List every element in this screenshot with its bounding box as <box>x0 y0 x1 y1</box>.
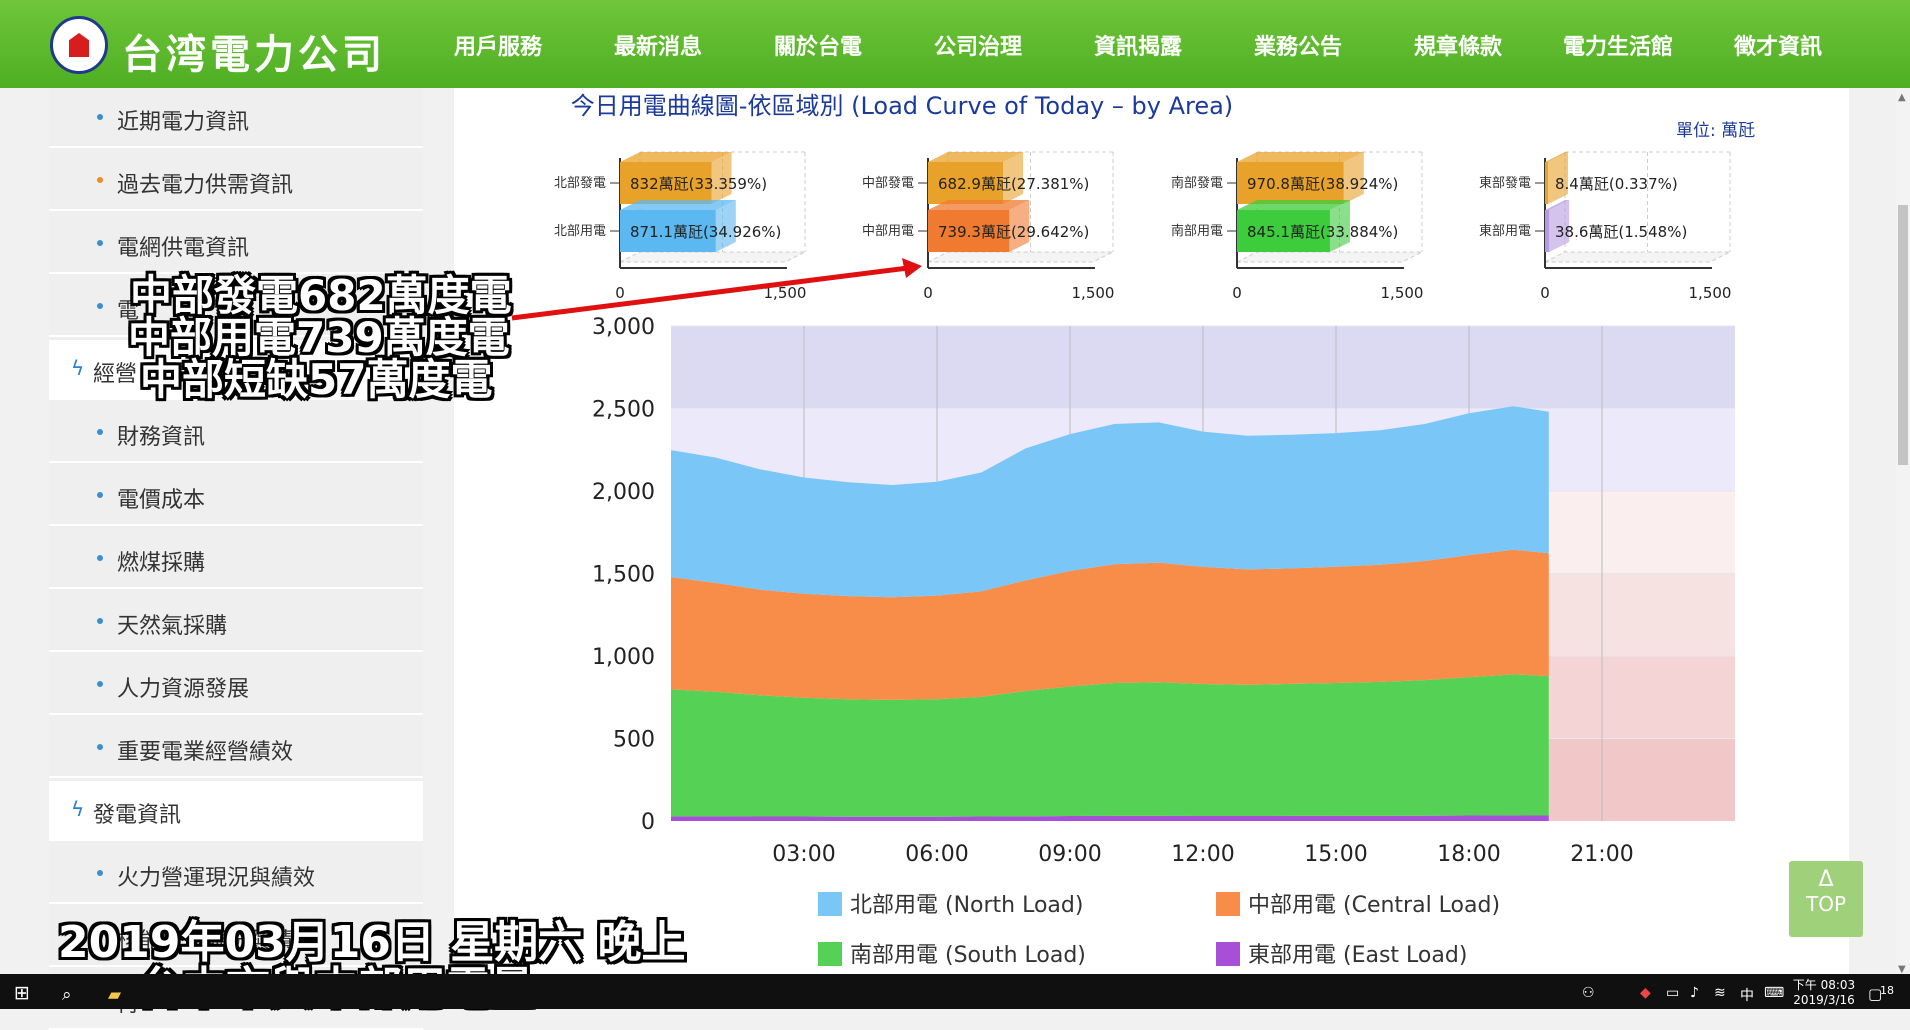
nav-customer-service[interactable]: 用戶服務 <box>453 35 542 60</box>
nav-disclosure[interactable]: 資訊揭露 <box>1093 35 1182 60</box>
scroll-down-icon[interactable]: ▼ <box>1898 964 1906 975</box>
sidebar-item-label: 重要電業經營績效 <box>117 740 294 765</box>
sidebar-item-label: 過去電力供需資訊 <box>117 173 294 198</box>
back-to-top-label: TOP <box>1805 892 1847 916</box>
bullet-icon <box>97 303 103 309</box>
tray-battery-icon[interactable]: ▭ <box>1666 985 1680 1001</box>
sidebar-item[interactable]: 火力營運現況與績效 <box>49 844 423 904</box>
caption-line-1: 2019年03月16日 星期六 晚上 <box>58 917 686 968</box>
bullet-icon <box>97 492 103 498</box>
lightning-icon: ϟ <box>71 797 85 821</box>
tray-security-icon[interactable]: ◆ <box>1640 985 1651 1001</box>
bullet-icon <box>97 870 103 876</box>
lightning-icon: ϟ <box>71 356 85 380</box>
notification-icon[interactable]: ▢ <box>1868 985 1883 1003</box>
scroll-up-icon[interactable]: ▲ <box>1898 92 1906 103</box>
sidebar-item-label: 人力資源發展 <box>117 677 250 702</box>
bullet-icon <box>97 681 103 687</box>
sidebar-category[interactable]: ϟ 發電資訊 <box>49 781 423 841</box>
sidebar: 近期電力資訊過去電力供需資訊 電網供電資訊電 ϟ 經營財務資訊電價成本燃煤採購天然氣採… <box>49 88 423 1030</box>
annotation-line-1: 中部發電682萬度電 <box>130 271 512 320</box>
taskbar-clock[interactable]: 下午 08:03 2019/3/16 <box>1787 976 1861 1007</box>
tray-volume-icon[interactable]: ♪ <box>1690 985 1699 1001</box>
sidebar-item[interactable]: 財務資訊 <box>49 403 423 463</box>
sidebar-item[interactable]: 電價成本 <box>49 466 423 526</box>
chart-title: 今日用電曲線圖-依區域別 (Load Curve of Today – by A… <box>570 92 1234 120</box>
bullet-icon <box>97 114 103 120</box>
nav-power-life[interactable]: 電力生活館 <box>1562 35 1673 60</box>
bullet-icon <box>97 744 103 750</box>
sidebar-item[interactable]: 電 <box>49 277 423 337</box>
nav-announcements[interactable]: 業務公告 <box>1253 35 1342 60</box>
sidebar-item-label: 電價成本 <box>117 488 206 513</box>
sidebar-item-label: 財務資訊 <box>117 425 206 450</box>
tray-people-icon[interactable]: ⚇ <box>1582 985 1595 1001</box>
windows-taskbar <box>0 974 1910 1009</box>
back-to-top-button[interactable]: Δ TOP <box>1789 861 1863 937</box>
file-explorer-icon[interactable]: ▰ <box>108 985 122 1005</box>
bullet-icon <box>97 555 103 561</box>
bullet-icon <box>97 933 103 939</box>
sidebar-item-label: 火力營運現況與績效 <box>117 866 316 891</box>
bullet-icon <box>97 429 103 435</box>
sidebar-item-label: 經營 <box>93 362 138 387</box>
scroll-thumb[interactable] <box>1898 205 1908 465</box>
ime-indicator[interactable]: 中 <box>1740 988 1754 1004</box>
sidebar-item[interactable]: 核能營運現況與績效 <box>49 907 423 967</box>
sidebar-item-label: 天然氣採購 <box>117 614 228 639</box>
chart-unit-label: 單位: 萬瓩 <box>1676 121 1756 141</box>
nav-regulations[interactable]: 規章條款 <box>1413 35 1502 60</box>
bullet-icon <box>97 177 103 183</box>
sidebar-item[interactable]: 燃煤採購 <box>49 529 423 589</box>
windows-start-icon[interactable]: ⊞ <box>14 982 30 1004</box>
main-content <box>454 88 1849 980</box>
nav-careers[interactable]: 徵才資訊 <box>1733 35 1822 60</box>
sidebar-item[interactable]: 人力資源發展 <box>49 655 423 715</box>
site-logo-text[interactable]: 台湾電力公司 <box>122 31 386 78</box>
clock-time: 下午 08:03 <box>1792 978 1856 992</box>
sidebar-item[interactable]: 天然氣採購 <box>49 592 423 652</box>
tray-wifi-icon[interactable]: ≋ <box>1714 985 1726 1001</box>
nav-news[interactable]: 最新消息 <box>613 35 702 60</box>
sidebar-item-label: 近期電力資訊 <box>117 110 250 135</box>
sidebar-item-label: 發電資訊 <box>93 803 182 828</box>
bullet-icon <box>97 240 103 246</box>
main-menu: 用戶服務 最新消息 關於台電 公司治理 資訊揭露 業務公告 規章條款 電力生活館… <box>418 0 1858 88</box>
sidebar-item-label: 燃煤採購 <box>117 551 206 576</box>
sidebar-category[interactable]: ϟ 經營 <box>49 340 423 400</box>
sidebar-item[interactable]: 近期電力資訊 <box>49 88 423 148</box>
nav-about[interactable]: 關於台電 <box>773 35 862 60</box>
sidebar-item-label: 電 <box>117 299 140 324</box>
up-arrow-icon: Δ <box>1818 867 1834 892</box>
tray-keyboard-icon[interactable]: ⌨ <box>1764 985 1785 1001</box>
nav-governance[interactable]: 公司治理 <box>933 35 1022 60</box>
sidebar-item-label: 核能營運現況與績效 <box>117 929 316 954</box>
sidebar-item[interactable]: 重要電業經營績效 <box>49 718 423 778</box>
clock-date: 2019/3/16 <box>1793 993 1855 1007</box>
sidebar-item[interactable]: 過去電力供需資訊 <box>49 151 423 211</box>
taipower-logo-icon[interactable] <box>50 16 108 74</box>
sidebar-item-label: 電網供電資訊 <box>117 236 250 261</box>
annotation-line-2: 中部用電739萬度電 <box>128 313 510 362</box>
bullet-icon <box>97 618 103 624</box>
annotation-line-3: 中部短缺57萬度電 <box>140 355 493 404</box>
search-icon[interactable]: ⌕ <box>62 985 72 1005</box>
notification-badge: 18 <box>1880 984 1894 997</box>
top-nav: 台湾電力公司 用戶服務 最新消息 關於台電 公司治理 資訊揭露 業務公告 規章條… <box>0 0 1910 88</box>
sidebar-item[interactable]: 電網供電資訊 <box>49 214 423 274</box>
